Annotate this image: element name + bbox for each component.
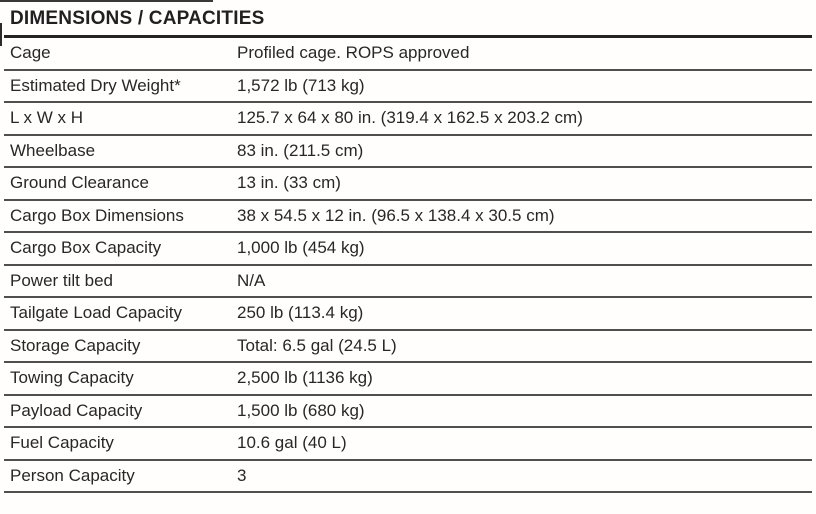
table-row: Cage Profiled cage. ROPS approved [4, 38, 812, 71]
spec-label: Tailgate Load Capacity [10, 303, 183, 323]
spec-label: Cage [10, 43, 51, 63]
spec-value: 1,572 lb (713 kg) [237, 75, 365, 95]
top-edge-artifact [0, 0, 213, 2]
table-row: Towing Capacity 2,500 lb (1136 kg) [4, 363, 812, 396]
left-edge-artifact [0, 23, 2, 46]
spec-label: Cargo Box Dimensions [10, 205, 184, 225]
spec-value: 125.7 x 64 x 80 in. (319.4 x 162.5 x 203… [237, 108, 583, 128]
table-row: Power tilt bed N/A [4, 266, 812, 298]
spec-label: L x W x H [10, 108, 84, 128]
spec-value: 83 in. (211.5 cm) [237, 140, 364, 160]
spec-label: Storage Capacity [10, 335, 141, 355]
spec-label: Payload Capacity [10, 400, 143, 420]
spec-value: 3 [237, 465, 247, 485]
section-title: DIMENSIONS / CAPACITIES [10, 8, 265, 29]
dimensions-capacities-table: Cage Profiled cage. ROPS approved Estima… [4, 35, 812, 493]
spec-label: Fuel Capacity [10, 433, 114, 453]
spec-label: Wheelbase [10, 140, 96, 160]
spec-value: 38 x 54.5 x 12 in. (96.5 x 138.4 x 30.5 … [237, 205, 555, 225]
spec-value: 10.6 gal (40 L) [237, 433, 347, 453]
table-row: Estimated Dry Weight* 1,572 lb (713 kg) [4, 71, 812, 103]
spec-value: 250 lb (113.4 kg) [237, 303, 364, 323]
table-row: L x W x H 125.7 x 64 x 80 in. (319.4 x 1… [4, 103, 812, 136]
table-row: Fuel Capacity 10.6 gal (40 L) [4, 428, 812, 461]
spec-label: Towing Capacity [10, 368, 134, 388]
spec-value: 13 in. (33 cm) [237, 173, 341, 193]
spec-value: 2,500 lb (1136 kg) [237, 368, 373, 388]
table-row: Person Capacity 3 [4, 461, 812, 493]
table-row: Tailgate Load Capacity 250 lb (113.4 kg) [4, 298, 812, 331]
table-row: Storage Capacity Total: 6.5 gal (24.5 L) [4, 331, 812, 363]
spec-label: Cargo Box Capacity [10, 238, 162, 258]
table-row: Cargo Box Dimensions 38 x 54.5 x 12 in. … [4, 201, 812, 233]
spec-label: Ground Clearance [10, 173, 149, 193]
spec-value: Total: 6.5 gal (24.5 L) [237, 335, 397, 355]
spec-label: Power tilt bed [10, 270, 113, 290]
table-row: Payload Capacity 1,500 lb (680 kg) [4, 396, 812, 428]
table-row: Ground Clearance 13 in. (33 cm) [4, 168, 812, 201]
spec-value: 1,500 lb (680 kg) [237, 400, 365, 420]
spec-label: Person Capacity [10, 465, 135, 485]
table-row: Cargo Box Capacity 1,000 lb (454 kg) [4, 233, 812, 266]
spec-label: Estimated Dry Weight* [10, 75, 181, 95]
spec-value: Profiled cage. ROPS approved [237, 43, 470, 63]
spec-value: N/A [237, 270, 266, 290]
table-row: Wheelbase 83 in. (211.5 cm) [4, 136, 812, 168]
spec-value: 1,000 lb (454 kg) [237, 238, 365, 258]
